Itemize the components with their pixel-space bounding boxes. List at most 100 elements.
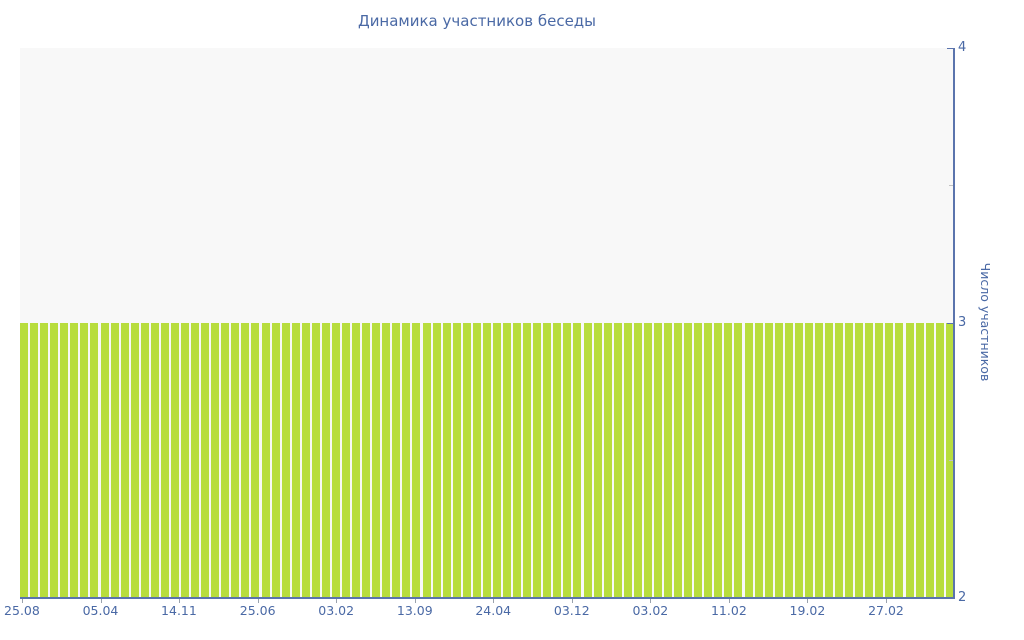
bar [764,323,773,598]
bar [150,323,159,598]
bar [412,323,421,598]
bar [633,323,642,598]
bar [120,323,129,598]
bar [392,323,401,598]
bar [20,323,28,598]
x-tick [414,599,416,603]
bar [724,323,733,598]
bar [905,323,914,598]
bar [482,323,491,598]
bar [603,323,612,598]
bar [140,323,149,598]
y-axis-title: Число участников [978,262,993,382]
bar [201,323,210,598]
bar [935,323,944,598]
y-major-tick [947,47,954,49]
bar [533,323,542,598]
y-major-tick [947,597,954,599]
bar [643,323,652,598]
x-tick-label: 14.11 [161,603,197,618]
bar [30,323,39,598]
bar [784,323,793,598]
y-major-tick [947,322,954,324]
bar [472,323,481,598]
x-tick [21,599,23,603]
bar [170,323,179,598]
bar [211,323,220,598]
bar [321,323,330,598]
bar [342,323,350,598]
bar [60,323,69,598]
x-axis-line [20,597,955,599]
bar [100,323,109,598]
bar [311,323,320,598]
x-tick [886,599,887,603]
bar [492,323,501,598]
bar [80,323,89,598]
bar [543,323,552,598]
x-tick-label: 13.09 [396,603,433,618]
bar [241,323,250,598]
bar [845,323,854,598]
chart-title: Динамика участников беседы [357,12,597,30]
x-tick [571,599,573,603]
bar [865,323,874,598]
y-tick-label: 4 [958,40,967,55]
bar [704,323,713,598]
bar [553,323,562,598]
x-tick [336,599,338,603]
bar [623,323,632,598]
x-tick-label: 03.02 [318,603,355,618]
bar [442,323,451,598]
bar [744,323,753,598]
x-tick [100,599,102,603]
x-tick-label: 03.02 [632,603,669,618]
bar [563,323,572,598]
x-tick-label: 25.06 [239,603,276,618]
y-tick-label: 2 [958,590,967,605]
bar [331,323,340,598]
bar [261,323,270,598]
bar [684,323,693,598]
bar [382,323,391,598]
bar [231,323,240,598]
bar [271,323,280,598]
bars-container [20,48,954,598]
x-tick-label: 25.08 [4,603,40,618]
bar [814,323,823,598]
bar [694,323,703,598]
bar [613,323,622,598]
bar [895,323,904,598]
bar [70,323,79,598]
x-tick-label: 11.02 [710,603,747,618]
x-tick [807,599,809,603]
bar [774,323,783,598]
bar [402,323,411,598]
bar [362,323,371,598]
bar [664,323,672,598]
bar [593,323,602,598]
bar [110,323,119,598]
x-tick [257,599,259,603]
bar [915,323,924,598]
bar [794,323,803,598]
bar [714,323,723,598]
bar [432,323,441,598]
bar [301,323,310,598]
bar [734,323,743,598]
bar [925,323,934,598]
x-tick [650,599,652,603]
x-tick [178,599,180,603]
bar [835,323,844,598]
bar [885,323,894,598]
bar [503,323,511,598]
x-tick-label: 03.12 [553,603,590,618]
bar [90,323,99,598]
bar [352,323,361,598]
bar [40,323,49,598]
bar [804,323,813,598]
x-tick-label: 24.04 [475,603,512,618]
bar [422,323,431,598]
bar [452,323,461,598]
